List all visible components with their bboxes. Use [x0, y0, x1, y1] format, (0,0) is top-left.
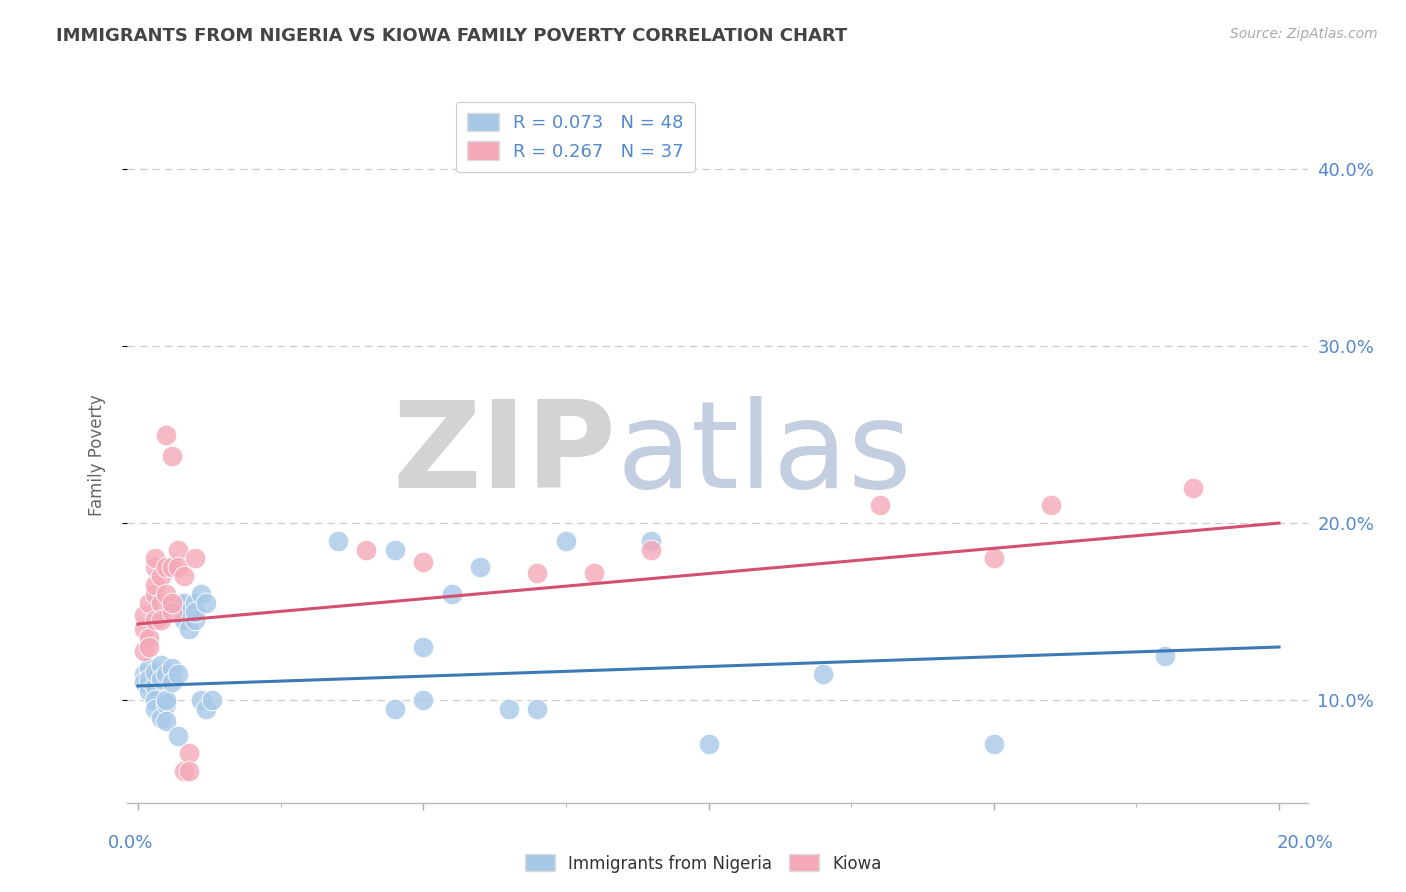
Point	[149, 569, 172, 583]
Point	[498, 702, 520, 716]
Point	[138, 596, 160, 610]
Point	[470, 560, 492, 574]
Point	[149, 672, 172, 686]
Point	[554, 533, 576, 548]
Point	[384, 702, 406, 716]
Point	[155, 427, 177, 442]
Legend: Immigrants from Nigeria, Kiowa: Immigrants from Nigeria, Kiowa	[517, 847, 889, 880]
Point	[132, 608, 155, 623]
Point	[179, 746, 201, 760]
Point	[132, 643, 155, 657]
Point	[160, 560, 183, 574]
Point	[138, 631, 160, 645]
Point	[143, 551, 166, 566]
Point	[412, 693, 434, 707]
Point	[143, 587, 166, 601]
Point	[143, 614, 166, 628]
Point	[143, 679, 166, 693]
Point	[326, 533, 349, 548]
Point	[167, 542, 190, 557]
Point	[173, 569, 195, 583]
Point	[983, 738, 1005, 752]
Text: 20.0%: 20.0%	[1277, 834, 1333, 852]
Point	[201, 693, 224, 707]
Point	[143, 693, 166, 707]
Point	[138, 640, 160, 654]
Point	[149, 657, 172, 672]
Point	[155, 587, 177, 601]
Point	[190, 587, 212, 601]
Point	[160, 675, 183, 690]
Point	[983, 551, 1005, 566]
Point	[173, 614, 195, 628]
Point	[167, 560, 190, 574]
Point	[132, 675, 155, 690]
Text: atlas: atlas	[617, 396, 912, 514]
Point	[526, 702, 548, 716]
Point	[1154, 648, 1177, 663]
Point	[440, 587, 463, 601]
Point	[143, 702, 166, 716]
Point	[155, 560, 177, 574]
Text: ZIP: ZIP	[392, 396, 617, 514]
Point	[354, 542, 377, 557]
Point	[190, 693, 212, 707]
Point	[160, 605, 183, 619]
Point	[155, 693, 177, 707]
Point	[195, 596, 218, 610]
Legend: R = 0.073   N = 48, R = 0.267   N = 37: R = 0.073 N = 48, R = 0.267 N = 37	[456, 103, 695, 171]
Point	[869, 499, 891, 513]
Point	[143, 665, 166, 679]
Point	[155, 666, 177, 681]
Point	[179, 622, 201, 636]
Point	[143, 560, 166, 574]
Point	[412, 555, 434, 569]
Point	[149, 711, 172, 725]
Point	[155, 714, 177, 729]
Point	[149, 614, 172, 628]
Point	[132, 666, 155, 681]
Point	[412, 640, 434, 654]
Point	[583, 566, 606, 580]
Point	[184, 614, 207, 628]
Point	[149, 596, 172, 610]
Point	[526, 566, 548, 580]
Point	[640, 542, 662, 557]
Point	[179, 764, 201, 778]
Point	[143, 578, 166, 592]
Point	[1182, 481, 1205, 495]
Point	[167, 729, 190, 743]
Point	[160, 661, 183, 675]
Point	[184, 596, 207, 610]
Point	[173, 596, 195, 610]
Point	[132, 622, 155, 636]
Point	[384, 542, 406, 557]
Point	[179, 605, 201, 619]
Text: Source: ZipAtlas.com: Source: ZipAtlas.com	[1230, 27, 1378, 41]
Point	[184, 605, 207, 619]
Point	[811, 666, 834, 681]
Point	[1039, 499, 1062, 513]
Point	[697, 738, 720, 752]
Text: 0.0%: 0.0%	[108, 834, 153, 852]
Point	[160, 596, 183, 610]
Y-axis label: Family Poverty: Family Poverty	[87, 394, 105, 516]
Point	[640, 533, 662, 548]
Point	[138, 684, 160, 698]
Point	[138, 661, 160, 675]
Point	[167, 596, 190, 610]
Point	[160, 449, 183, 463]
Point	[155, 697, 177, 711]
Point	[167, 666, 190, 681]
Point	[195, 702, 218, 716]
Point	[138, 672, 160, 686]
Point	[184, 551, 207, 566]
Text: IMMIGRANTS FROM NIGERIA VS KIOWA FAMILY POVERTY CORRELATION CHART: IMMIGRANTS FROM NIGERIA VS KIOWA FAMILY …	[56, 27, 848, 45]
Point	[173, 764, 195, 778]
